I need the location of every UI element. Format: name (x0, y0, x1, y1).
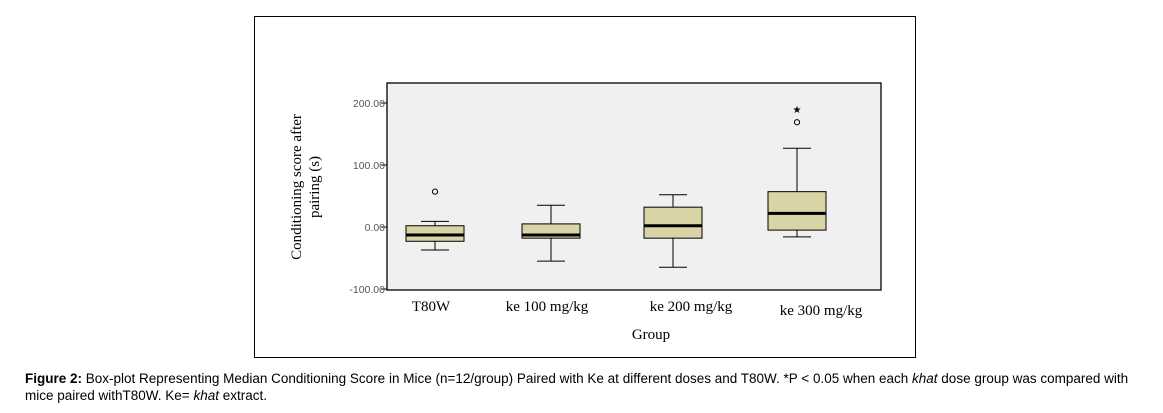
y-axis-label-line1: Conditioning score after (289, 114, 305, 260)
outlier-circle (431, 188, 439, 195)
y-tick-label: 0.00 (365, 222, 386, 234)
box-plot-chart: 200.00 100.00 0.00 -100.00 T80W ke 100 mg/kg… (289, 82, 882, 343)
figure-frame: 200.00 100.00 0.00 -100.00 T80W ke 100 mg/kg… (254, 16, 916, 358)
figure-caption: Figure 2: Box-plot Representing Median C… (25, 370, 1155, 404)
caption-italic-1: khat (912, 371, 938, 386)
y-tick-label: 200.00 (353, 98, 385, 110)
y-tick-label: -100.00 (349, 284, 385, 296)
x-axis-label: Group (632, 327, 670, 343)
box-iqr (767, 191, 827, 231)
y-axis-label-line2: pairing (s) (307, 156, 323, 218)
caption-text-3: extract. (218, 388, 267, 403)
caption-italic-2: khat (193, 388, 219, 403)
x-category-label: T80W (412, 299, 451, 315)
box-iqr (405, 225, 465, 242)
x-category-label: ke 200 mg/kg (650, 299, 733, 315)
outlier-star: ★ (793, 105, 802, 116)
caption-label: Figure 2: (25, 371, 83, 386)
box-group: ke 100 mg/kg (506, 204, 589, 315)
y-tick-label: 100.00 (353, 160, 385, 172)
box-group: ke 200 mg/kg (643, 194, 733, 315)
caption-text-1: Box-plot Representing Median Conditionin… (82, 371, 913, 386)
box-group: ★ ke 300 mg/kg (767, 105, 863, 319)
caption-text-2: dose group was compared with mice paired… (25, 371, 1129, 403)
x-category-label: ke 100 mg/kg (506, 299, 589, 315)
box-iqr (643, 206, 703, 239)
outlier-circle (793, 119, 801, 126)
plot-area (386, 82, 882, 291)
x-category-label: ke 300 mg/kg (780, 303, 863, 319)
box-group: T80W (405, 188, 465, 315)
